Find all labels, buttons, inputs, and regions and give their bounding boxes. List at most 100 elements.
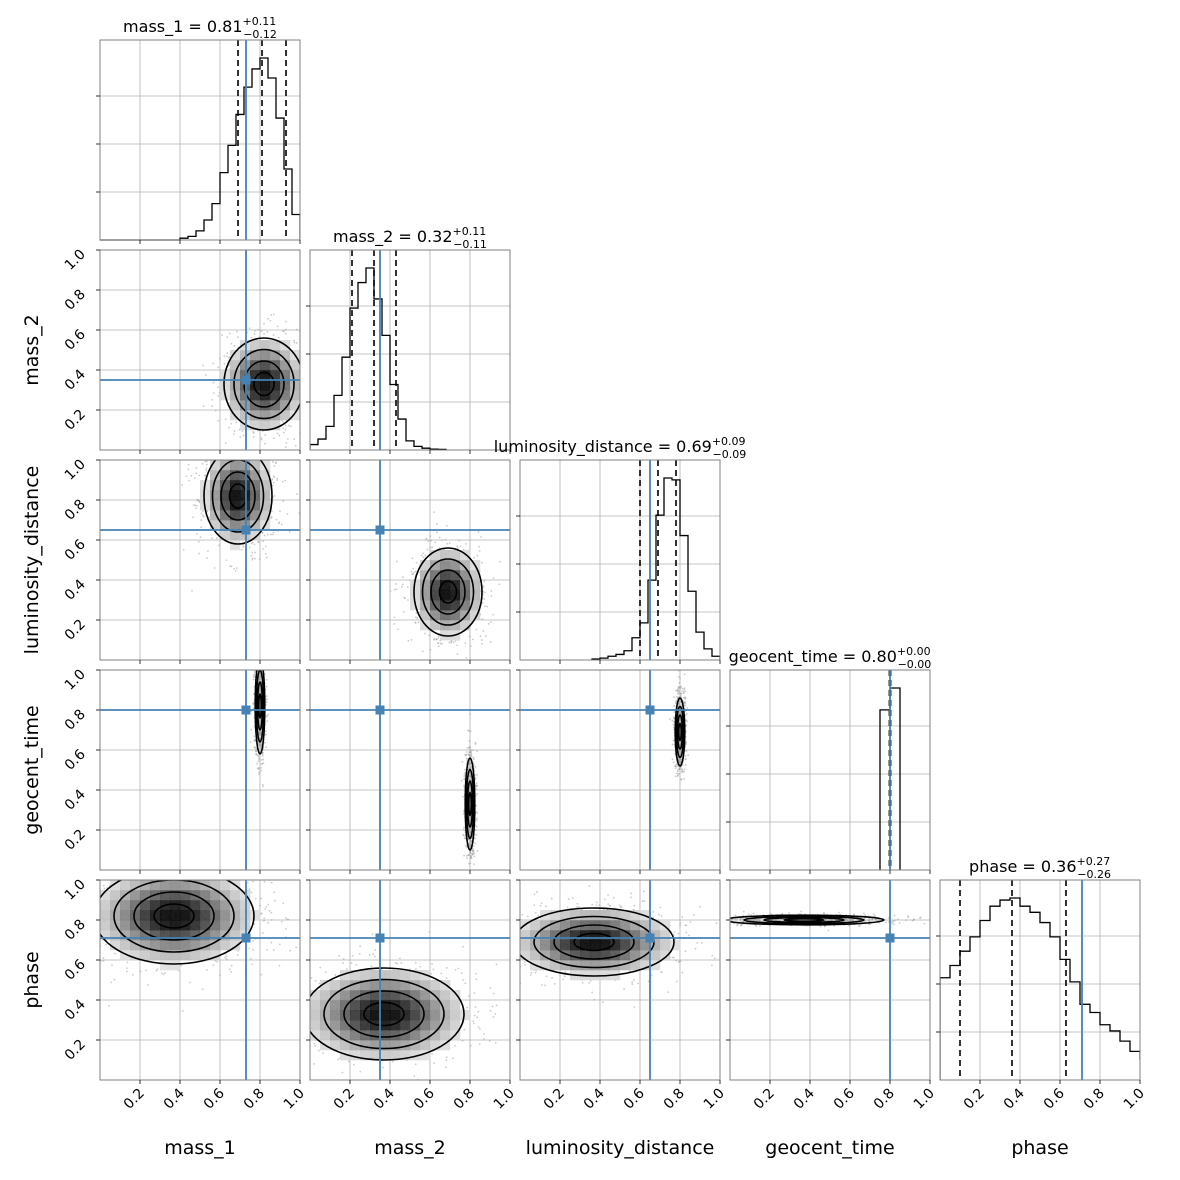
sample-point [319, 349, 321, 351]
sample-point [228, 426, 231, 429]
contour-line [465, 768, 475, 840]
sample-point [464, 835, 467, 837]
contour-line [253, 371, 275, 397]
joint-content [100, 431, 300, 660]
sample-point [250, 728, 253, 731]
sample-point [303, 376, 305, 378]
sample-point [415, 561, 418, 564]
panel-frame [939, 879, 1141, 1081]
sample-point [261, 645, 263, 647]
sample-point [490, 590, 493, 592]
sample-point [253, 725, 256, 727]
sample-point [221, 447, 223, 449]
sample-point [424, 538, 427, 541]
sample-point [252, 436, 255, 438]
histogram-step [940, 897, 1140, 1080]
sample-point [417, 621, 420, 624]
sample-point [476, 554, 479, 557]
sample-point [471, 900, 473, 902]
sample-point [195, 467, 198, 469]
sample-point [200, 512, 203, 515]
sample-point [263, 656, 265, 658]
sample-point [216, 537, 218, 539]
truth-marker [375, 525, 385, 535]
panel-title: luminosity_distance = 0.69+0.09 −0.09 [494, 435, 747, 461]
sample-point [240, 457, 242, 459]
sample-point [214, 431, 216, 433]
sample-point [198, 552, 201, 555]
sample-point [255, 753, 258, 756]
sample-point [227, 356, 230, 359]
joint-panel-mass_2-luminosity_distance [306, 459, 511, 664]
sample-point [280, 523, 283, 526]
sample-point [468, 739, 471, 742]
sample-point [195, 472, 198, 475]
sample-point [204, 474, 206, 477]
y-tick-label: 0.8 [62, 287, 89, 314]
sample-point [260, 644, 262, 646]
sample-point [311, 429, 313, 431]
sample-point [271, 460, 274, 463]
sample-point [393, 622, 396, 625]
joint-panel-mass_1-mass_2: 0.20.40.60.81.0 [62, 247, 322, 454]
y-tick-label: 1.0 [62, 457, 89, 484]
density-cell [210, 490, 221, 501]
density-cell [220, 500, 231, 511]
sample-point [205, 469, 208, 472]
contour-line [255, 670, 265, 743]
sample-point [271, 484, 274, 487]
sample-point [261, 640, 263, 642]
sample-point [176, 451, 178, 453]
density-cell [260, 470, 271, 481]
sample-point [256, 762, 258, 765]
sample-point [276, 432, 279, 435]
sample-point [237, 445, 239, 447]
sample-point [263, 657, 265, 659]
sample-point [393, 588, 396, 591]
sample-point [197, 540, 200, 543]
density-cell [450, 610, 461, 621]
sample-point [262, 666, 264, 668]
sample-point [302, 408, 304, 410]
sample-point [272, 313, 275, 316]
sample-point [275, 461, 278, 464]
y-tick-label: 0.4 [62, 366, 89, 393]
sample-point [258, 743, 261, 746]
sample-point [250, 554, 253, 557]
sample-point [242, 433, 244, 435]
sample-point [232, 442, 234, 444]
sample-point [464, 771, 467, 774]
sample-point [401, 583, 404, 586]
y-tick-label: 0.2 [62, 827, 89, 854]
sample-point [239, 436, 242, 438]
sample-point [320, 382, 322, 384]
sample-point [257, 656, 259, 658]
sample-point [469, 839, 472, 842]
sample-point [241, 445, 243, 447]
sample-point [284, 479, 287, 482]
sample-point [217, 456, 219, 458]
sample-point [272, 334, 275, 336]
sample-point [471, 848, 474, 851]
sample-point [263, 741, 266, 744]
contour-line [220, 471, 256, 521]
sample-point [224, 418, 227, 421]
sample-point [261, 658, 263, 660]
sample-point [301, 380, 303, 382]
sample-point [254, 746, 257, 749]
y-tick-label: 0.6 [62, 326, 89, 353]
contour-line [257, 693, 262, 719]
sample-point [211, 405, 214, 408]
sample-point [458, 539, 461, 542]
sample-point [433, 511, 436, 514]
sample-point [248, 546, 251, 549]
sample-point [223, 458, 225, 460]
density-cell [430, 570, 441, 581]
density-cell [220, 470, 231, 481]
sample-point [466, 857, 468, 860]
sample-point [301, 375, 303, 377]
sample-point [433, 637, 436, 640]
sample-point [260, 664, 262, 666]
histogram-step [591, 477, 720, 660]
density-cell [250, 520, 261, 531]
